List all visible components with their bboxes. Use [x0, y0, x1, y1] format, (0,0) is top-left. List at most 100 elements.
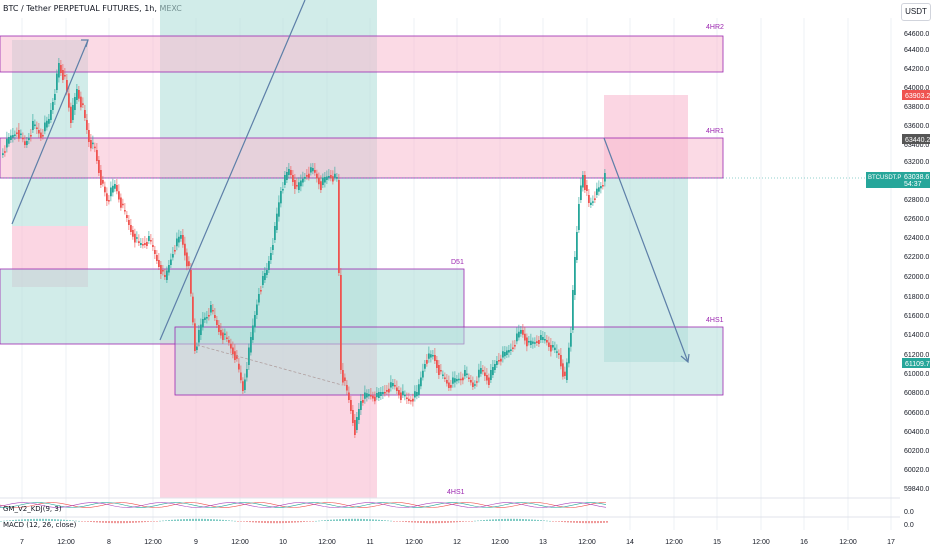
macd-bar [264, 521, 266, 523]
candle-body [596, 188, 598, 195]
macd-bar [534, 519, 536, 521]
macd-bar [531, 519, 533, 521]
trend-arrows[interactable] [11, 0, 690, 364]
candle-body [286, 172, 288, 180]
macd-bar [567, 521, 569, 523]
candle-body [410, 400, 412, 402]
price-axis[interactable] [900, 22, 932, 498]
candle-body [488, 377, 490, 385]
candle-body [252, 325, 254, 340]
zone-4hr1[interactable] [0, 137, 724, 179]
macd-bar [267, 521, 269, 524]
candle-body [442, 374, 444, 376]
currency-button[interactable]: USDT [901, 3, 931, 21]
candle-body [98, 160, 100, 173]
candle-body [364, 392, 366, 399]
macd-bar [27, 519, 29, 521]
time-axis[interactable]: 7 12:00 8 12:00 9 12:00 10 12:00 11 12:00 12 12:00 1… [20, 539, 895, 546]
zone-label-4hs1-bottom: 4HS1 [447, 489, 465, 496]
macd-bar [108, 521, 110, 524]
candle-body [248, 347, 250, 365]
zone-4hr2[interactable] [0, 35, 724, 73]
candle-body [414, 391, 416, 398]
candle-body [146, 242, 148, 246]
badge-lower [902, 358, 930, 368]
macd-bar [417, 521, 419, 523]
candle-body [148, 236, 150, 241]
candle-body [62, 70, 64, 80]
candle-body [66, 80, 68, 93]
candle-body [346, 385, 348, 391]
candle-body [362, 400, 364, 403]
macd-bar [411, 521, 413, 523]
candle-body [566, 362, 568, 380]
macd-bar [186, 518, 188, 521]
candle-body [370, 395, 372, 397]
macd-bar [282, 521, 284, 524]
macd-bar [249, 521, 251, 523]
macd-bar [156, 521, 158, 522]
candle-body [532, 341, 534, 344]
macd-bar [480, 520, 482, 521]
macd-bar [72, 520, 74, 522]
candle-body [594, 198, 596, 200]
price-tick: 63200.0 [904, 159, 929, 166]
candle-body [492, 367, 494, 375]
candle-body [564, 371, 566, 376]
candle-body [34, 124, 36, 126]
macd-bar [360, 518, 362, 521]
candle-body [50, 110, 52, 120]
badge-mid [902, 134, 930, 144]
candle-body [366, 393, 368, 398]
candle-body [602, 185, 604, 187]
macd-bar [525, 519, 527, 521]
macd-bar [150, 521, 152, 522]
macd-bar [393, 521, 395, 522]
macd-bar [594, 521, 596, 524]
time-label: 12:00 [578, 539, 596, 546]
macd-bar [24, 519, 26, 521]
macd-bar [174, 519, 176, 521]
macd-bar [318, 520, 320, 522]
candle-body [4, 151, 6, 153]
candle-body [302, 178, 304, 183]
candle-body [486, 375, 488, 381]
macd-bar [189, 518, 191, 521]
candle-body [258, 294, 260, 303]
candle-body [144, 243, 146, 245]
macd-bar [579, 521, 581, 524]
candle-body [426, 360, 428, 364]
candle-body [354, 420, 356, 435]
candle-body [110, 187, 112, 197]
price-tick: 62200.0 [904, 254, 929, 261]
time-label: 12:00 [405, 539, 423, 546]
candle-body [48, 119, 50, 124]
time-label: 13 [539, 539, 547, 546]
candle-body [530, 340, 532, 345]
macd-bar [3, 520, 5, 522]
macd-bar [9, 520, 11, 521]
candle-body [320, 181, 322, 190]
macd-bar [99, 521, 101, 523]
candle-body [424, 364, 426, 369]
candle-body [408, 398, 410, 401]
candle-body [458, 378, 460, 381]
macd-bar [498, 519, 500, 521]
macd-bar [54, 519, 56, 521]
candle-body [388, 388, 390, 393]
macd-bar [603, 521, 605, 523]
candle-body [468, 377, 470, 379]
candle-body [96, 150, 98, 161]
candle-body [490, 370, 492, 380]
candle-body [164, 275, 166, 277]
candle-body [382, 392, 384, 394]
candle-body [438, 365, 440, 375]
candle-body [472, 382, 474, 387]
macd-bar [243, 521, 245, 522]
candle-body [8, 137, 10, 144]
candle-body [30, 135, 32, 137]
price-tick: 60400.0 [904, 429, 929, 436]
macd-bar [252, 521, 254, 523]
candle-body [378, 392, 380, 398]
